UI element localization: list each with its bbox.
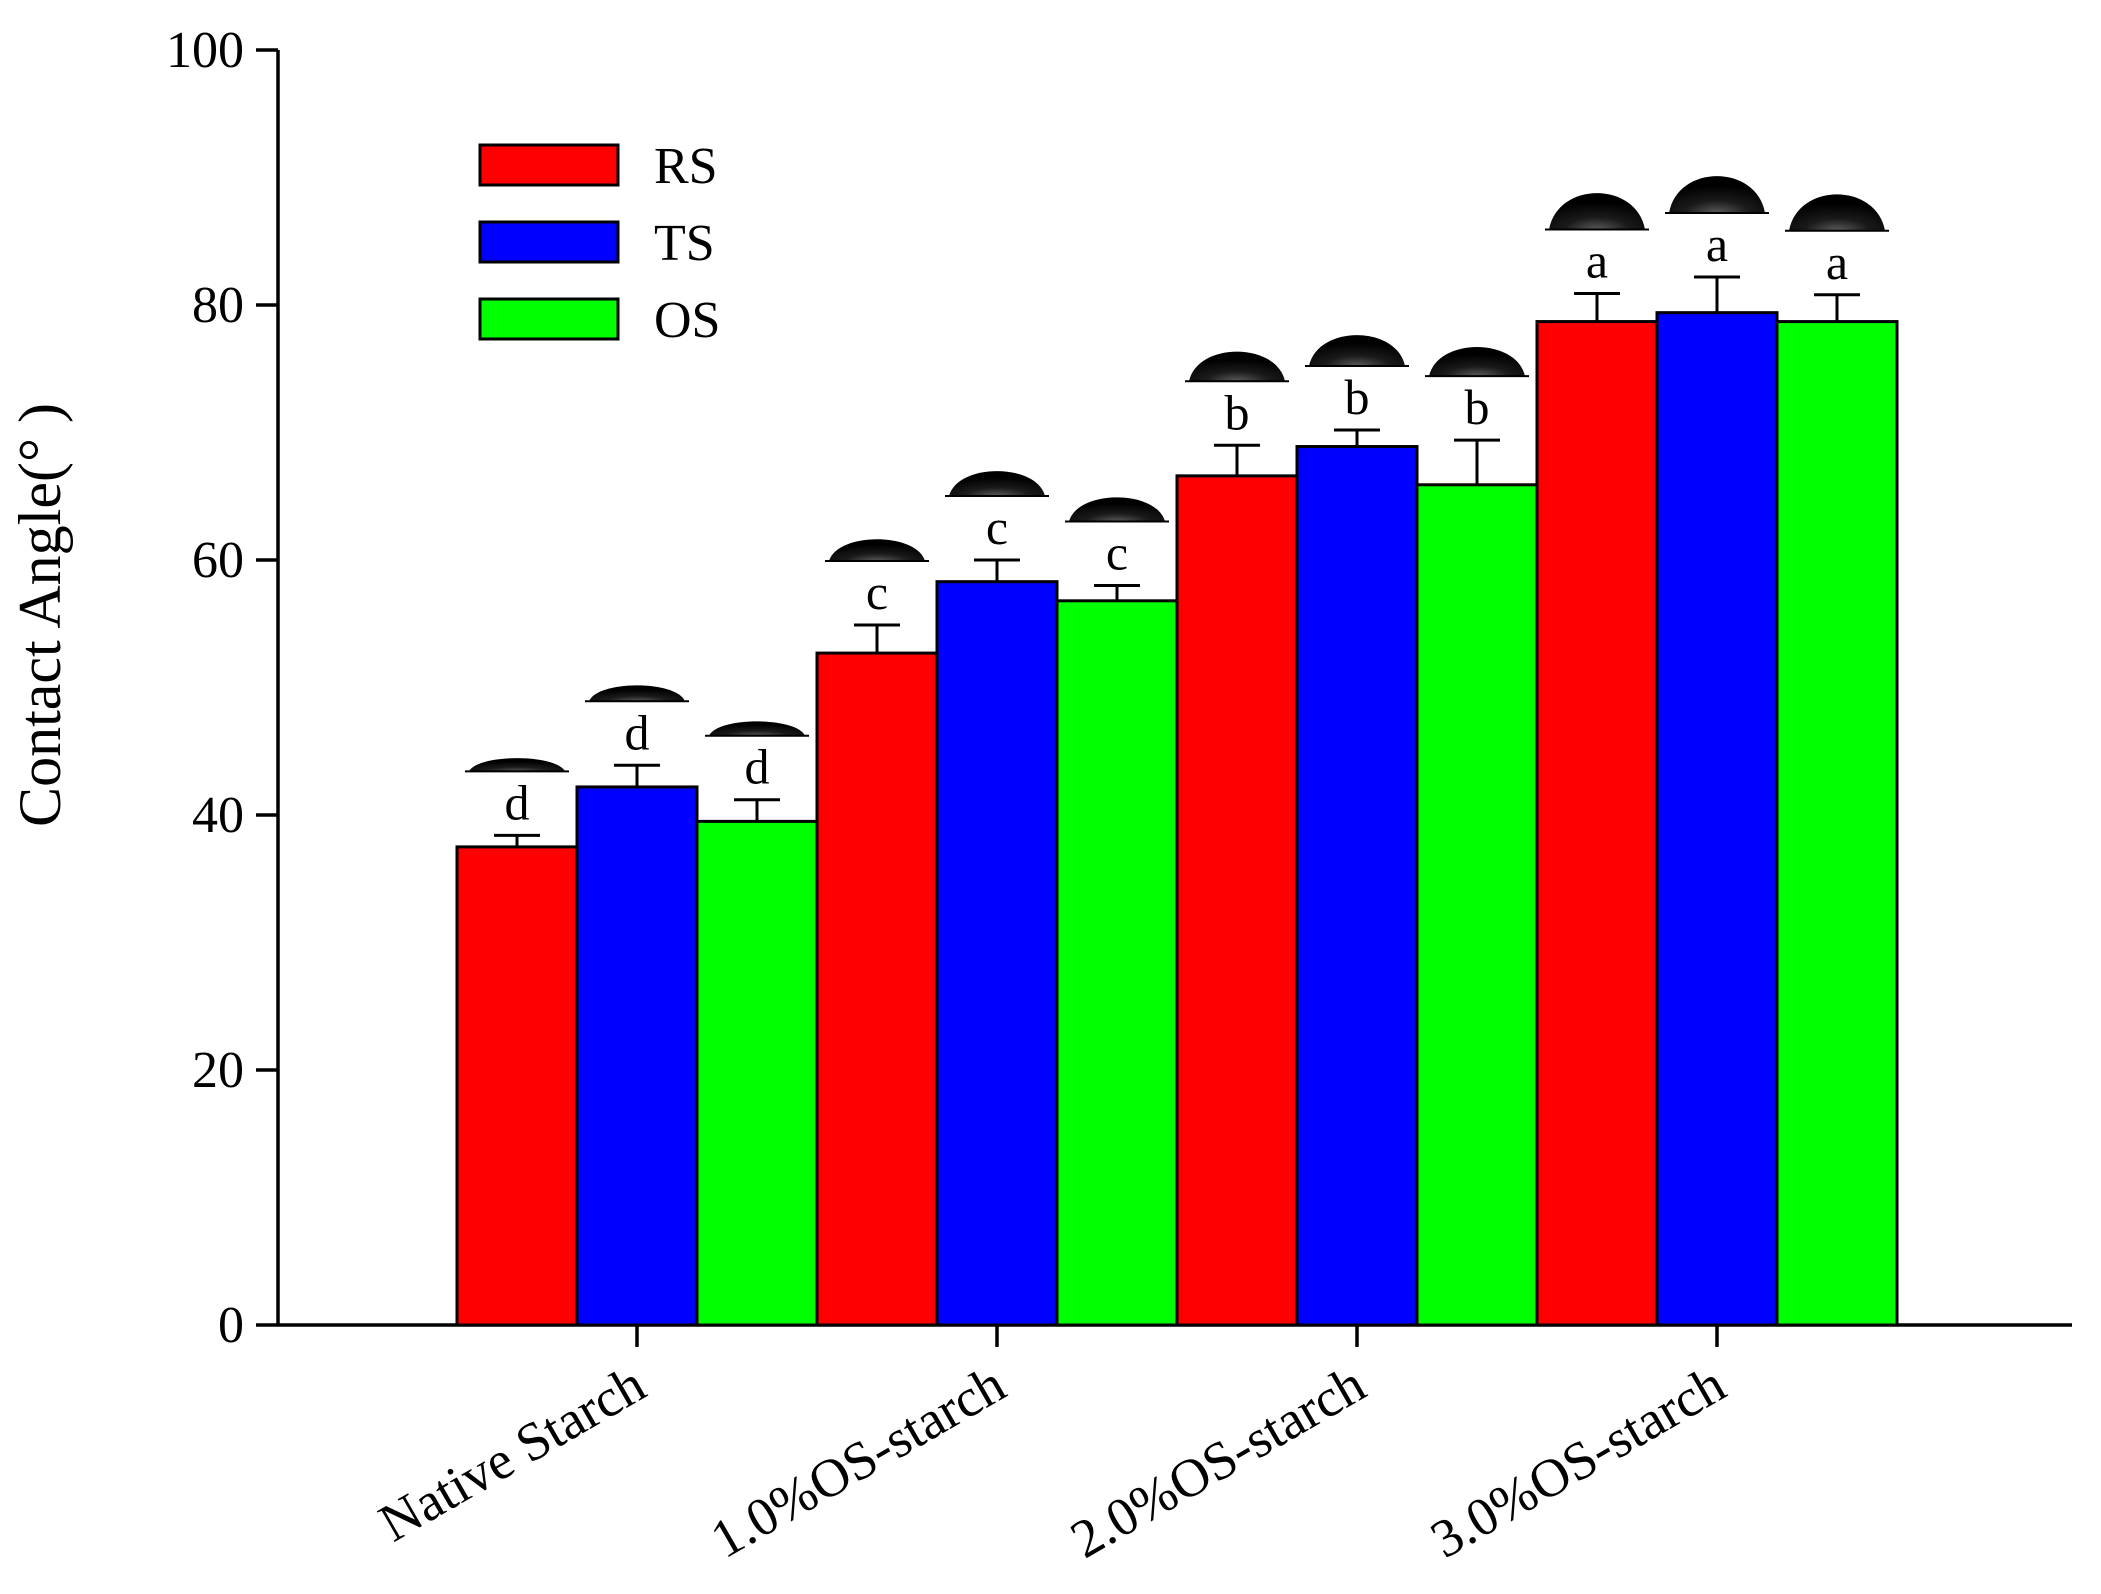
y-tick-label: 80	[192, 277, 244, 334]
water-droplet-image	[829, 539, 925, 562]
bar-rs-3[interactable]	[1175, 474, 1299, 1327]
legend-label-ts: TS	[654, 215, 715, 272]
significance-letter: a	[1706, 216, 1728, 272]
bar-os-2[interactable]	[1055, 599, 1179, 1327]
x-axis: Native Starch 1.0%OS-starch 2.0%OS-starch 3…	[278, 1323, 2072, 1570]
y-tick-label: 100	[166, 22, 244, 79]
bar-rs-4[interactable]	[1535, 320, 1659, 1327]
y-tick-label: 20	[192, 1042, 244, 1099]
error-bars	[494, 275, 1860, 847]
water-droplet-image	[589, 685, 685, 702]
water-droplet-image	[1549, 193, 1645, 230]
bar-os-1[interactable]	[695, 819, 819, 1327]
water-droplet-image	[709, 721, 805, 736]
bar-rs-2[interactable]	[815, 651, 939, 1327]
water-droplet-image	[469, 758, 565, 772]
legend-swatch-os	[478, 297, 620, 341]
x-tick-label: Native Starch	[369, 1353, 655, 1553]
x-tick-label: 3.0%OS-starch	[1421, 1353, 1735, 1569]
legend-label-os: OS	[654, 292, 720, 349]
significance-letter: b	[1465, 379, 1490, 435]
legend: RS TS OS	[478, 138, 720, 349]
bar-ts-2[interactable]	[935, 580, 1059, 1327]
significance-letter: a	[1586, 233, 1608, 289]
significance-letter: d	[505, 774, 530, 830]
bar-ts-4[interactable]	[1655, 311, 1779, 1327]
bars	[455, 311, 1899, 1327]
water-droplet-image	[1309, 335, 1405, 366]
water-droplet-image	[1669, 176, 1765, 213]
water-droplet-image	[1789, 194, 1885, 231]
y-tick-label: 0	[218, 1297, 244, 1354]
significance-letter: b	[1345, 369, 1370, 425]
significance-letter: a	[1826, 234, 1848, 290]
legend-label-rs: RS	[654, 138, 718, 195]
significance-letter: b	[1225, 384, 1250, 440]
y-axis-title: Contact Angle(° )	[7, 403, 73, 827]
water-droplet-image	[1189, 351, 1285, 382]
y-tick-label: 40	[192, 787, 244, 844]
bar-os-4[interactable]	[1775, 320, 1899, 1327]
significance-letters: d d d c c c b b b a a a	[505, 216, 1849, 830]
droplet-images	[465, 176, 1889, 773]
x-tick-label: 2.0%OS-starch	[1061, 1353, 1375, 1569]
significance-letter: c	[986, 499, 1008, 555]
legend-swatch-rs	[478, 143, 620, 187]
bar-ts-3[interactable]	[1295, 445, 1419, 1327]
significance-letter: d	[745, 739, 770, 795]
y-axis: 0 20 40 60 80 100	[166, 22, 280, 1354]
water-droplet-image	[1069, 497, 1165, 522]
significance-letter: d	[625, 704, 650, 760]
significance-letter: c	[866, 564, 888, 620]
legend-swatch-ts	[478, 220, 620, 264]
water-droplet-image	[1429, 346, 1525, 377]
x-tick-label: 1.0%OS-starch	[701, 1353, 1015, 1569]
bar-ts-1[interactable]	[575, 785, 699, 1327]
y-tick-label: 60	[192, 532, 244, 589]
significance-letter: c	[1106, 525, 1128, 581]
bar-os-3[interactable]	[1415, 483, 1539, 1327]
water-droplet-image	[949, 471, 1045, 496]
bar-rs-1[interactable]	[455, 845, 579, 1327]
